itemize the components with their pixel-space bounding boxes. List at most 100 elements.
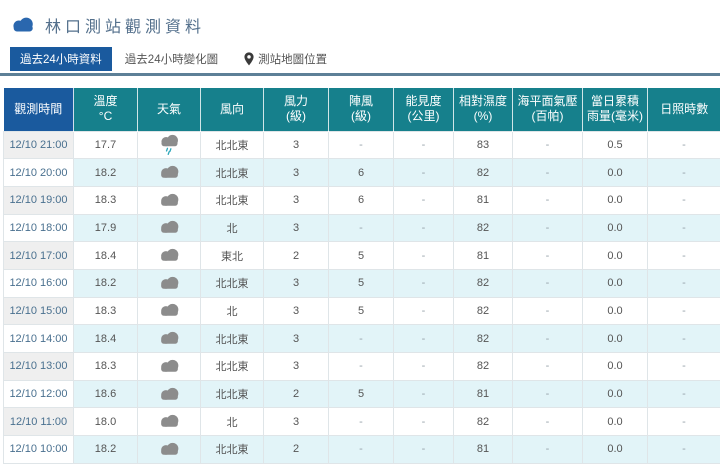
cell-wind_dir: 東北 — [200, 241, 264, 270]
tab-label: 過去24小時資料 — [20, 54, 102, 66]
table-row: 12/10 18:00 17.9 北 3 - - 82 - 0.0 - — [3, 213, 720, 243]
cloudy-icon — [160, 248, 178, 261]
table-body: 12/10 21:00 17.7 北北東 3- -83-0.5-12/10 20:00 1… — [3, 130, 720, 464]
cell-rain: 0.0 — [582, 158, 648, 187]
cell-rain: 0.0 — [582, 324, 648, 353]
cell-humidity: 82 — [453, 158, 513, 187]
empty-value: - — [682, 360, 686, 373]
cell-sunshine: - — [647, 407, 720, 437]
cell-wind_dir: 北北東 — [200, 435, 264, 464]
column-header-visibility: 能見度 (公里) — [393, 88, 454, 131]
cell-sunshine: - — [647, 185, 720, 215]
cell-rain: 0.5 — [582, 130, 648, 160]
empty-value: - — [545, 443, 550, 456]
empty-value: - — [545, 138, 550, 151]
cell-humidity: 82 — [453, 213, 513, 243]
table-row: 12/10 11:00 18.0 北 3 - - 82 - 0.0 - — [3, 407, 720, 437]
cell-pressure: - — [512, 407, 583, 437]
cell-humidity: 81 — [453, 241, 513, 270]
cell-visibility: - — [393, 379, 454, 409]
empty-value: - — [545, 360, 550, 373]
empty-value: - — [682, 221, 686, 234]
cell-pressure: - — [512, 352, 583, 381]
cell-visibility: - — [393, 268, 454, 298]
cell-pressure: - — [512, 241, 583, 270]
cell-temp: 17.7 — [73, 130, 138, 160]
cell-humidity: 81 — [453, 379, 513, 409]
cell-wind_force: 3 — [263, 324, 329, 353]
cell-temp: 18.3 — [73, 296, 138, 326]
empty-value: - — [421, 443, 426, 456]
empty-value: - — [682, 166, 686, 179]
table-row: 12/10 14:00 18.4 北北東 3 - - 82 - 0.0 - — [3, 324, 720, 353]
table-row: 12/10 16:00 18.2 北北東 3 5 - 82 - 0.0 - — [3, 268, 720, 298]
table-row: 12/10 21:00 17.7 北北東 3 - - 83 - 0.5 - — [3, 130, 720, 160]
cell-gust: 6 — [328, 185, 394, 215]
cell-pressure: - — [512, 213, 583, 243]
column-header-wind_dir: 風向 — [200, 88, 264, 131]
tab-bar: 過去24小時資料 過去24小時變化圖 測站地圖位置 — [10, 47, 720, 71]
cell-sunshine: - — [647, 435, 720, 464]
cell-sunshine: - — [647, 352, 720, 381]
cell-weather — [137, 130, 201, 160]
cell-humidity: 82 — [453, 268, 513, 298]
cell-wind_dir: 北北東 — [200, 130, 264, 160]
cell-rain: 0.0 — [582, 379, 648, 409]
cell-time: 12/10 17:00 — [3, 241, 74, 270]
cloudy-icon — [160, 221, 178, 234]
cell-visibility: - — [393, 158, 454, 187]
cell-wind_dir: 北 — [200, 296, 264, 326]
cell-wind_dir: 北北東 — [200, 185, 264, 215]
table-row: 12/10 10:00 18.2 北北東 2 - - 81 - 0.0 - — [3, 435, 720, 464]
cloudy-icon — [160, 442, 178, 455]
empty-value: - — [682, 249, 686, 262]
cell-gust: 5 — [328, 379, 394, 409]
cell-rain: 0.0 — [582, 352, 648, 381]
empty-value: - — [421, 304, 426, 317]
cell-temp: 18.4 — [73, 324, 138, 353]
cell-wind_force: 3 — [263, 407, 329, 437]
cell-time: 12/10 19:00 — [3, 185, 74, 215]
cell-wind_force: 3 — [263, 158, 329, 187]
cell-wind_force: 3 — [263, 213, 329, 243]
empty-value: - — [421, 388, 426, 401]
cell-wind_dir: 北北東 — [200, 352, 264, 381]
cloudy-rain-icon — [160, 134, 178, 155]
cell-sunshine: - — [647, 241, 720, 270]
empty-value: - — [682, 194, 686, 207]
observation-table: 觀測時間 溫度 °C 天氣 風向 風力 (級) 陣風 (級) 能見度 (公里) 相對濕度 (%) 海平面氣… — [3, 88, 720, 464]
cell-wind_force: 3 — [263, 296, 329, 326]
tab-past-24h-data[interactable]: 過去24小時資料 — [10, 47, 112, 71]
cell-time: 12/10 14:00 — [3, 324, 74, 353]
cell-time: 12/10 16:00 — [3, 268, 74, 298]
tab-past-24h-chart[interactable]: 過去24小時變化圖 — [112, 47, 231, 71]
empty-value: - — [359, 332, 363, 345]
cell-time: 12/10 18:00 — [3, 213, 74, 243]
cell-gust: 5 — [328, 296, 394, 326]
cell-rain: 0.0 — [582, 185, 648, 215]
cell-humidity: 82 — [453, 352, 513, 381]
cell-wind_force: 2 — [263, 435, 329, 464]
cloudy-icon — [160, 304, 178, 317]
empty-value: - — [545, 277, 550, 290]
cell-temp: 18.0 — [73, 407, 138, 437]
column-header-sunshine: 日照時數 — [647, 88, 720, 131]
cell-humidity: 82 — [453, 407, 513, 437]
cell-wind_force: 3 — [263, 352, 329, 381]
empty-value: - — [359, 415, 363, 428]
cell-humidity: 83 — [453, 130, 513, 160]
cell-pressure: - — [512, 435, 583, 464]
cell-temp: 18.2 — [73, 158, 138, 187]
cell-gust: - — [328, 352, 394, 381]
table-head: 觀測時間 溫度 °C 天氣 風向 風力 (級) 陣風 (級) 能見度 (公里) 相對濕度 (%) 海平面氣… — [3, 88, 720, 131]
cell-wind_force: 3 — [263, 268, 329, 298]
cell-sunshine: - — [647, 213, 720, 243]
location-pin-icon — [244, 52, 254, 66]
cell-wind_force: 3 — [263, 185, 329, 215]
cloudy-icon — [160, 165, 178, 178]
cell-weather — [137, 435, 201, 464]
tab-station-map[interactable]: 測站地圖位置 — [231, 47, 340, 71]
cell-visibility: - — [393, 130, 454, 160]
cell-sunshine: - — [647, 379, 720, 409]
table-row: 12/10 20:00 18.2 北北東 3 6 - 82 - 0.0 - — [3, 158, 720, 187]
